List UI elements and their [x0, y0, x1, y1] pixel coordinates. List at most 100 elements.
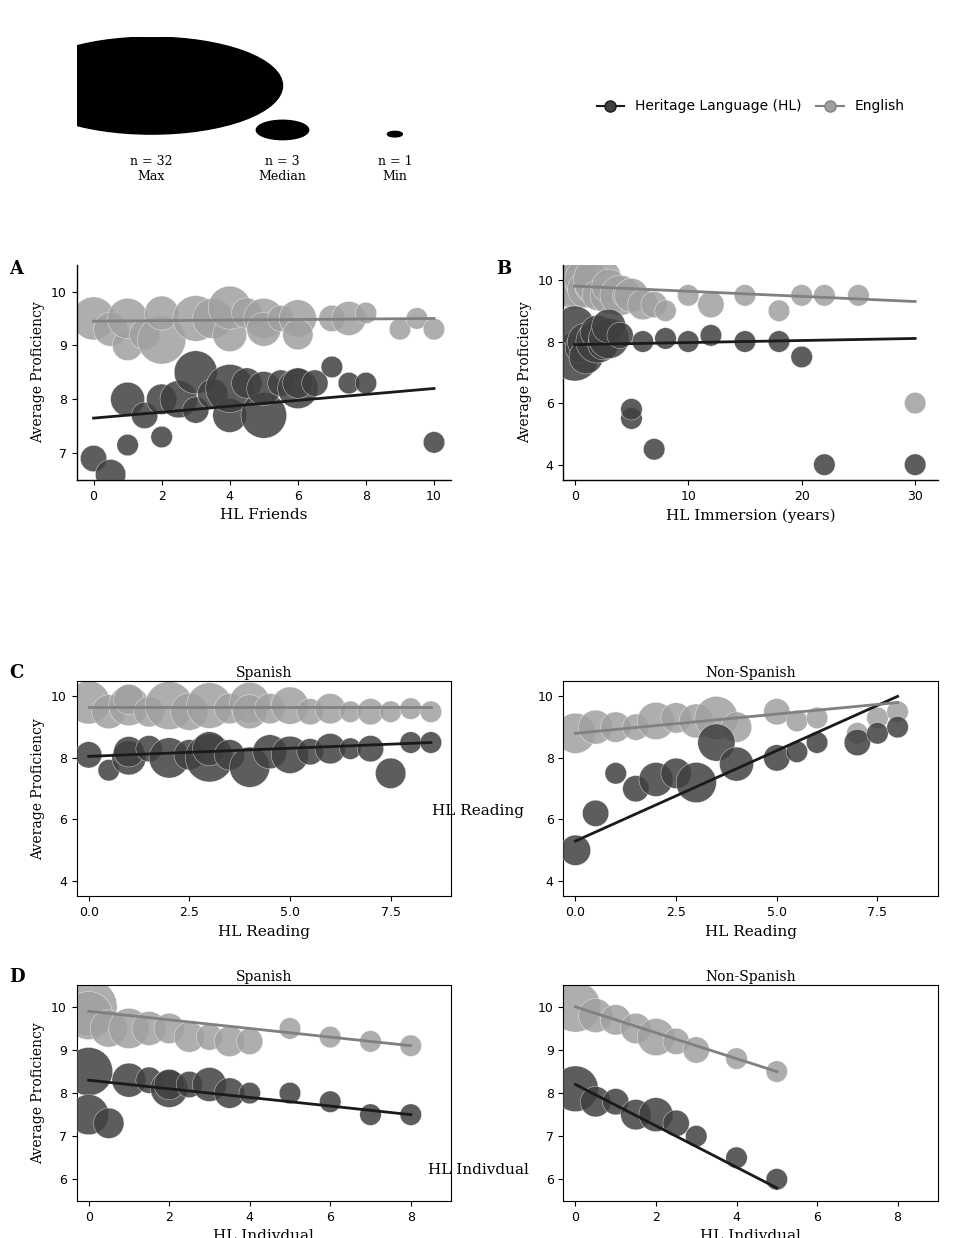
Point: [324, 308, 340, 328]
Point: [392, 319, 408, 339]
Point: [669, 708, 684, 728]
X-axis label: HL Indivdual: HL Indivdual: [213, 1229, 314, 1238]
Point: [142, 1071, 157, 1091]
Text: A: A: [10, 260, 23, 279]
Point: [290, 379, 305, 399]
Point: [103, 464, 119, 484]
Point: [363, 702, 378, 722]
Point: [628, 1019, 643, 1039]
Point: [242, 1031, 257, 1051]
Point: [120, 435, 135, 454]
Point: [81, 1104, 97, 1124]
Point: [120, 335, 135, 355]
Point: [307, 373, 323, 392]
Point: [290, 373, 305, 392]
Point: [595, 334, 611, 354]
Point: [222, 698, 237, 718]
Point: [302, 742, 318, 761]
Point: [568, 841, 583, 860]
Point: [290, 308, 305, 328]
Point: [205, 384, 220, 404]
X-axis label: HL Reading: HL Reading: [704, 925, 796, 938]
Point: [101, 760, 117, 780]
Legend: Heritage Language (HL), English: Heritage Language (HL), English: [591, 94, 910, 119]
Point: [358, 303, 373, 323]
Point: [363, 1031, 378, 1051]
Point: [890, 717, 905, 737]
Point: [578, 280, 593, 300]
Point: [608, 1010, 623, 1030]
Point: [584, 326, 599, 345]
Circle shape: [256, 120, 309, 140]
Point: [282, 745, 298, 765]
Point: [239, 303, 255, 323]
Point: [101, 1113, 117, 1133]
Point: [242, 702, 257, 722]
Point: [790, 742, 805, 761]
Point: [608, 1092, 623, 1112]
Circle shape: [388, 131, 402, 137]
Point: [342, 308, 357, 328]
Point: [403, 1104, 418, 1124]
Text: D: D: [10, 968, 25, 987]
Y-axis label: Average Proficiency: Average Proficiency: [519, 301, 532, 443]
Point: [343, 739, 358, 759]
Point: [182, 745, 197, 765]
Point: [588, 803, 603, 823]
Point: [794, 286, 810, 306]
Point: [769, 1062, 785, 1082]
Text: HL Reading: HL Reading: [433, 803, 524, 818]
Point: [202, 748, 217, 768]
Point: [608, 764, 623, 784]
Point: [628, 1104, 643, 1124]
Point: [689, 711, 704, 730]
Point: [142, 1019, 157, 1039]
Point: [120, 390, 135, 410]
Text: C: C: [10, 664, 24, 682]
Point: [590, 270, 605, 290]
Point: [689, 773, 704, 792]
Point: [324, 357, 340, 376]
Point: [256, 319, 272, 339]
Point: [657, 328, 673, 348]
Point: [323, 1092, 338, 1112]
X-axis label: HL Immersion (years): HL Immersion (years): [666, 509, 835, 522]
Point: [142, 702, 157, 722]
Point: [794, 347, 810, 366]
Point: [122, 742, 137, 761]
Point: [612, 326, 628, 345]
Point: [588, 717, 603, 737]
Point: [81, 1062, 97, 1082]
Point: [222, 298, 237, 318]
Point: [302, 702, 318, 722]
Point: [601, 276, 616, 296]
Point: [578, 270, 593, 290]
Point: [222, 1031, 237, 1051]
Point: [86, 448, 101, 468]
Point: [358, 373, 373, 392]
Point: [81, 745, 97, 765]
Point: [628, 717, 643, 737]
Point: [648, 711, 663, 730]
Point: [771, 332, 787, 352]
Point: [154, 390, 169, 410]
Point: [907, 454, 923, 474]
Point: [689, 1040, 704, 1060]
Point: [222, 745, 237, 765]
Point: [137, 324, 152, 344]
Point: [101, 1019, 117, 1039]
Point: [568, 276, 583, 296]
Point: [689, 1127, 704, 1146]
Point: [137, 406, 152, 426]
Point: [162, 748, 177, 768]
Point: [568, 347, 583, 366]
Point: [423, 702, 438, 722]
Point: [737, 332, 752, 352]
Point: [608, 717, 623, 737]
Point: [810, 708, 825, 728]
Point: [618, 286, 634, 306]
Title: Spanish: Spanish: [235, 666, 292, 680]
Text: HL Indivdual: HL Indivdual: [428, 1162, 529, 1177]
Point: [202, 696, 217, 716]
Point: [669, 764, 684, 784]
